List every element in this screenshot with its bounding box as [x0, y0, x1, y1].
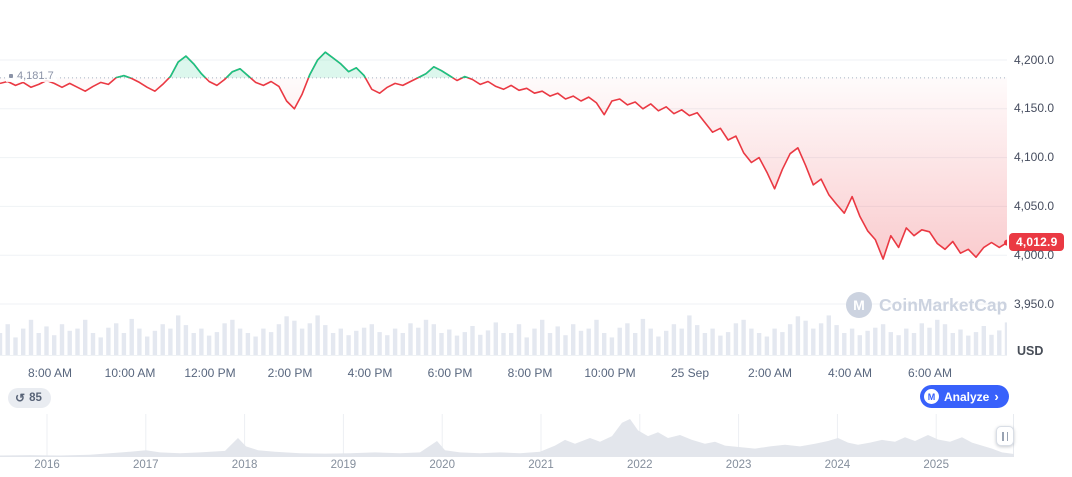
- baseline-marker-icon: [9, 73, 13, 78]
- y-axis-label: 4,150.0: [1014, 101, 1055, 116]
- x-axis-label: 4:00 AM: [827, 366, 873, 380]
- x-axis-label: 6:00 AM: [907, 366, 953, 380]
- x-axis-label: 8:00 AM: [27, 366, 73, 380]
- last-price-dot: [1004, 239, 1007, 246]
- x-axis-label: 2:00 PM: [267, 366, 313, 380]
- current-price-badge: 4,012.9: [1009, 233, 1065, 252]
- navigator-svg[interactable]: [0, 414, 1014, 457]
- baseline-open-price-value: 4,181.7: [17, 69, 54, 82]
- x-axis-label: 10:00 AM: [104, 366, 156, 380]
- area-fill-below-baseline: [0, 77, 1007, 260]
- chevron-right-icon: ›: [994, 388, 999, 404]
- y-axis-label: 4,200.0: [1014, 52, 1055, 67]
- gridlines: [0, 59, 1007, 356]
- navigator-year-label: 2018: [231, 459, 258, 471]
- currency-unit-label: USD: [1017, 344, 1044, 358]
- y-axis-label: 4,100.0: [1014, 150, 1055, 165]
- navigator-year-label: 2025: [923, 459, 949, 471]
- x-axis-label: 10:00 PM: [584, 366, 636, 380]
- navigator-year-label: 2016: [34, 459, 60, 471]
- x-axis-label: 6:00 PM: [427, 366, 473, 380]
- navigator-year-label: 2021: [528, 459, 554, 471]
- range-navigator[interactable]: [0, 414, 1014, 457]
- price-line-red: [0, 51, 1007, 260]
- navigator-year-label: 2023: [725, 459, 752, 471]
- volume-bars: [0, 315, 1007, 355]
- x-axis-label: 2:00 AM: [747, 366, 793, 380]
- y-axis-label: 4,000.0: [1014, 247, 1055, 262]
- analyze-label: Analyze: [944, 389, 990, 404]
- history-icon: ↺: [15, 391, 26, 405]
- cmc-logo-icon: M: [924, 389, 939, 404]
- x-axis-label: 12:00 PM: [184, 366, 236, 380]
- navigator-year-label: 2022: [627, 459, 653, 471]
- price-chart-plot[interactable]: 4,181.7 M CoinMarketCap: [0, 0, 1007, 356]
- navigator-year-label: 2019: [330, 459, 357, 471]
- history-count: 85: [29, 392, 42, 404]
- price-chart-svg[interactable]: [0, 0, 1007, 356]
- y-axis-label: 3,950.0: [1014, 296, 1055, 311]
- x-axis-label: 4:00 PM: [347, 366, 393, 380]
- analyze-button[interactable]: M Analyze ›: [920, 385, 1009, 408]
- baseline-open-price-label: 4,181.7: [6, 69, 57, 82]
- navigator-year-label: 2017: [133, 459, 159, 471]
- navigator-resize-handle[interactable]: [996, 426, 1014, 446]
- x-axis-label: 8:00 PM: [507, 366, 553, 380]
- navigator-year-label: 2020: [429, 459, 455, 471]
- y-axis-label: 4,050.0: [1014, 198, 1055, 213]
- navigator-year-label: 2024: [824, 459, 851, 471]
- history-count-chip[interactable]: ↺ 85: [8, 388, 51, 408]
- x-axis-label: 25 Sep: [670, 366, 710, 380]
